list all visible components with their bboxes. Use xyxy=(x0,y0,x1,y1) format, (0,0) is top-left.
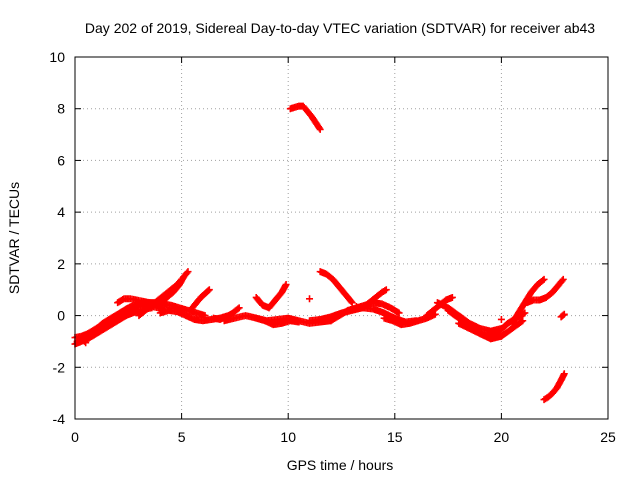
x-tick-label: 10 xyxy=(280,429,296,445)
chart-title: Day 202 of 2019, Sidereal Day-to-day VTE… xyxy=(85,20,595,36)
data-point xyxy=(375,290,383,298)
data-point xyxy=(182,270,190,278)
data-point xyxy=(557,278,565,286)
data-point xyxy=(363,301,371,309)
data-point xyxy=(506,326,514,334)
x-tick-label: 15 xyxy=(387,429,403,445)
data-point xyxy=(81,337,89,345)
data-point xyxy=(183,269,191,277)
data-point xyxy=(293,318,301,326)
series-arc-25 xyxy=(523,275,567,307)
data-point xyxy=(518,318,526,326)
data-point xyxy=(558,277,566,285)
data-point xyxy=(379,287,387,295)
series-arc-13 xyxy=(286,102,324,133)
data-point xyxy=(276,291,284,299)
y-tick-label: 2 xyxy=(57,256,65,272)
data-point xyxy=(381,287,389,295)
y-tick-label: -4 xyxy=(53,411,66,427)
y-tick-label: 4 xyxy=(57,204,65,220)
y-axis-title: SDTVAR / TECUs xyxy=(6,182,22,294)
y-tick-label: 0 xyxy=(57,308,65,324)
data-point xyxy=(452,312,460,320)
data-point xyxy=(546,391,554,399)
series-arc-6 xyxy=(156,268,192,309)
series-arc-8 xyxy=(188,286,213,312)
series-arc-22 xyxy=(455,319,505,343)
data-point xyxy=(314,123,322,131)
y-tick-label: 10 xyxy=(49,49,65,65)
series-arc-24 xyxy=(508,275,548,327)
data-point xyxy=(315,124,323,132)
data-point xyxy=(346,296,354,304)
data-point xyxy=(82,339,90,347)
data-point xyxy=(203,288,211,296)
data-point xyxy=(558,312,566,320)
series-arc-17 xyxy=(359,286,390,312)
data-points xyxy=(71,102,568,404)
axis-ticks: 0 5 10 15 20 25 -4 -2 0 2 4 6 8 10 xyxy=(49,49,616,445)
series-arc-14 xyxy=(316,268,356,307)
data-point xyxy=(427,308,435,316)
series-arc-19 xyxy=(423,293,456,320)
series-arc-26 xyxy=(540,370,568,404)
y-tick-label: 6 xyxy=(57,152,65,168)
data-point xyxy=(553,283,561,291)
data-point xyxy=(152,298,160,306)
data-point xyxy=(541,395,549,403)
data-point xyxy=(369,296,377,304)
data-point xyxy=(167,290,175,298)
data-point xyxy=(306,295,314,303)
data-point xyxy=(139,308,147,316)
data-point xyxy=(301,105,309,113)
data-point xyxy=(281,282,289,290)
data-point xyxy=(546,290,554,298)
series-arc-11 xyxy=(252,281,290,312)
data-point xyxy=(233,306,241,314)
y-tick-label: 8 xyxy=(57,101,65,117)
plot-frame xyxy=(74,56,609,420)
data-point xyxy=(190,301,198,309)
series-arc-27 xyxy=(80,295,568,347)
data-point xyxy=(145,303,153,311)
data-point xyxy=(447,294,455,302)
series-arc-12 xyxy=(252,314,303,329)
y-tick-label: -2 xyxy=(53,359,66,375)
data-point xyxy=(234,305,242,313)
data-point xyxy=(306,110,314,118)
grid-lines xyxy=(75,57,608,419)
data-point xyxy=(559,311,567,319)
x-tick-label: 20 xyxy=(494,429,510,445)
data-point xyxy=(516,318,524,326)
data-point xyxy=(394,308,402,316)
data-point xyxy=(352,303,360,311)
x-tick-label: 0 xyxy=(71,429,79,445)
data-point xyxy=(195,296,203,304)
data-point xyxy=(204,287,212,295)
data-point xyxy=(310,116,318,124)
data-point xyxy=(497,315,505,323)
data-point xyxy=(347,298,355,306)
x-tick-label: 25 xyxy=(600,429,616,445)
data-point xyxy=(174,283,182,291)
data-point xyxy=(560,371,568,379)
data-point xyxy=(539,276,547,284)
x-axis-title: GPS time / hours xyxy=(287,457,394,473)
data-point xyxy=(326,273,334,281)
data-point xyxy=(537,277,545,285)
x-tick-label: 5 xyxy=(178,429,186,445)
data-point xyxy=(551,387,559,395)
